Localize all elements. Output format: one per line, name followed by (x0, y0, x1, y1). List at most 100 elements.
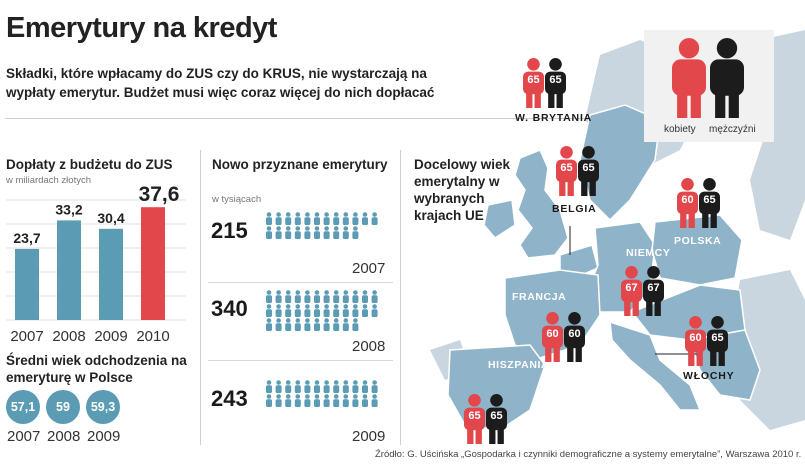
person-mark (285, 290, 292, 303)
person-mark (342, 226, 349, 239)
age-value: 65 (490, 410, 502, 422)
woman-figure: 60 (677, 178, 698, 228)
person-mark (352, 380, 359, 393)
age-value: 67 (647, 282, 659, 294)
age-value: 60 (681, 194, 693, 206)
budget-chart-unit: w miliardach złotych (6, 175, 91, 186)
man-figure: 67 (643, 266, 664, 316)
age-year-label: 2008 (47, 428, 81, 445)
age-value: 65 (560, 162, 572, 174)
woman-figure: 60 (542, 312, 563, 362)
bar-value-label: 37,6 (139, 183, 180, 206)
map-united-kingdom (514, 149, 569, 259)
legend-box (644, 30, 774, 142)
label-polska: POLSKA (674, 235, 721, 247)
person-mark (304, 394, 311, 407)
person-mark (342, 212, 349, 225)
label-belgia: BELGIA (552, 203, 596, 215)
person-mark (323, 290, 330, 303)
person-mark (266, 226, 272, 239)
person-mark (342, 318, 349, 331)
person-mark (266, 318, 272, 331)
map-poland (651, 214, 743, 286)
person-mark (352, 318, 359, 331)
man-figure: 60 (564, 312, 585, 362)
person-mark (304, 380, 311, 393)
person-mark (275, 304, 282, 317)
bar-year-label: 2010 (136, 328, 169, 345)
person-mark (333, 304, 340, 317)
person-mark (371, 212, 378, 225)
map-title: Docelowy wiek emerytalny w wybranych kra… (414, 157, 511, 223)
person-mark (285, 394, 292, 407)
person-mark (304, 318, 311, 331)
woman-figure: 67 (621, 266, 642, 316)
column-divider-2 (400, 150, 401, 445)
header-divider (5, 118, 630, 119)
person-mark (342, 290, 349, 303)
label-niemcy: NIEMCY (626, 247, 670, 259)
age-circle: 59,3 (86, 390, 120, 424)
source-note: Źródło: G. Uścińska „Gospodarka i czynni… (375, 449, 802, 460)
person-mark (285, 318, 292, 331)
age-circle: 59 (46, 390, 80, 424)
label-w-brytania: W. BRYTANIA (515, 112, 592, 124)
person-mark (342, 304, 349, 317)
person-mark (352, 394, 359, 407)
age-figures: 65 65 65 65 60 65 67 67 60 60 60 65 65 65 (464, 58, 728, 444)
person-mark (323, 304, 330, 317)
person-mark (333, 380, 340, 393)
person-mark (304, 212, 311, 225)
age-value: 60 (568, 328, 580, 340)
pension-row-separator (208, 360, 393, 361)
person-mark (304, 226, 311, 239)
person-mark (314, 394, 320, 407)
person-mark (266, 380, 272, 393)
person-mark (275, 318, 282, 331)
person-mark (266, 290, 272, 303)
pension-people-row (266, 290, 378, 331)
pension-row-value: 340 (211, 296, 248, 321)
person-mark (294, 290, 301, 303)
woman-figure: 65 (523, 58, 544, 108)
person-mark (294, 380, 301, 393)
person-mark (294, 226, 301, 239)
man-figure: 65 (699, 178, 720, 228)
person-mark (323, 394, 330, 407)
age-year-label: 2009 (87, 428, 121, 445)
person-mark (285, 380, 292, 393)
person-mark (352, 226, 359, 239)
person-mark (323, 212, 330, 225)
person-mark (323, 226, 330, 239)
person-mark (314, 226, 320, 239)
person-mark (314, 318, 320, 331)
person-mark (352, 290, 359, 303)
legend-man-figure (710, 38, 744, 118)
person-mark (294, 318, 301, 331)
person-mark (333, 318, 340, 331)
bar-value-label: 30,4 (97, 210, 124, 226)
bar-value-label: 23,7 (13, 230, 40, 246)
person-mark (294, 212, 301, 225)
map-ireland (483, 199, 516, 239)
person-mark (323, 318, 330, 331)
column-divider-1 (200, 150, 201, 445)
person-mark (371, 290, 378, 303)
label-hiszpania: HISZPANIA (488, 359, 549, 371)
bar-year-label: 2007 (10, 328, 43, 345)
man-figure: 65 (545, 58, 566, 108)
bar-2010 (141, 207, 165, 320)
age-value: 65 (527, 74, 539, 86)
pension-row-value: 243 (211, 386, 248, 411)
pensions-title: Nowo przyznane emerytury (212, 157, 388, 172)
bar-2007 (15, 248, 39, 320)
age-value: 65 (468, 410, 480, 422)
age-year-label: 2007 (7, 428, 41, 445)
person-mark (275, 212, 282, 225)
person-mark (333, 226, 340, 239)
retirement-age-title: Średni wiek odchodzenia na emeryturę w P… (6, 353, 187, 385)
person-mark (362, 290, 368, 303)
person-mark (285, 226, 292, 239)
